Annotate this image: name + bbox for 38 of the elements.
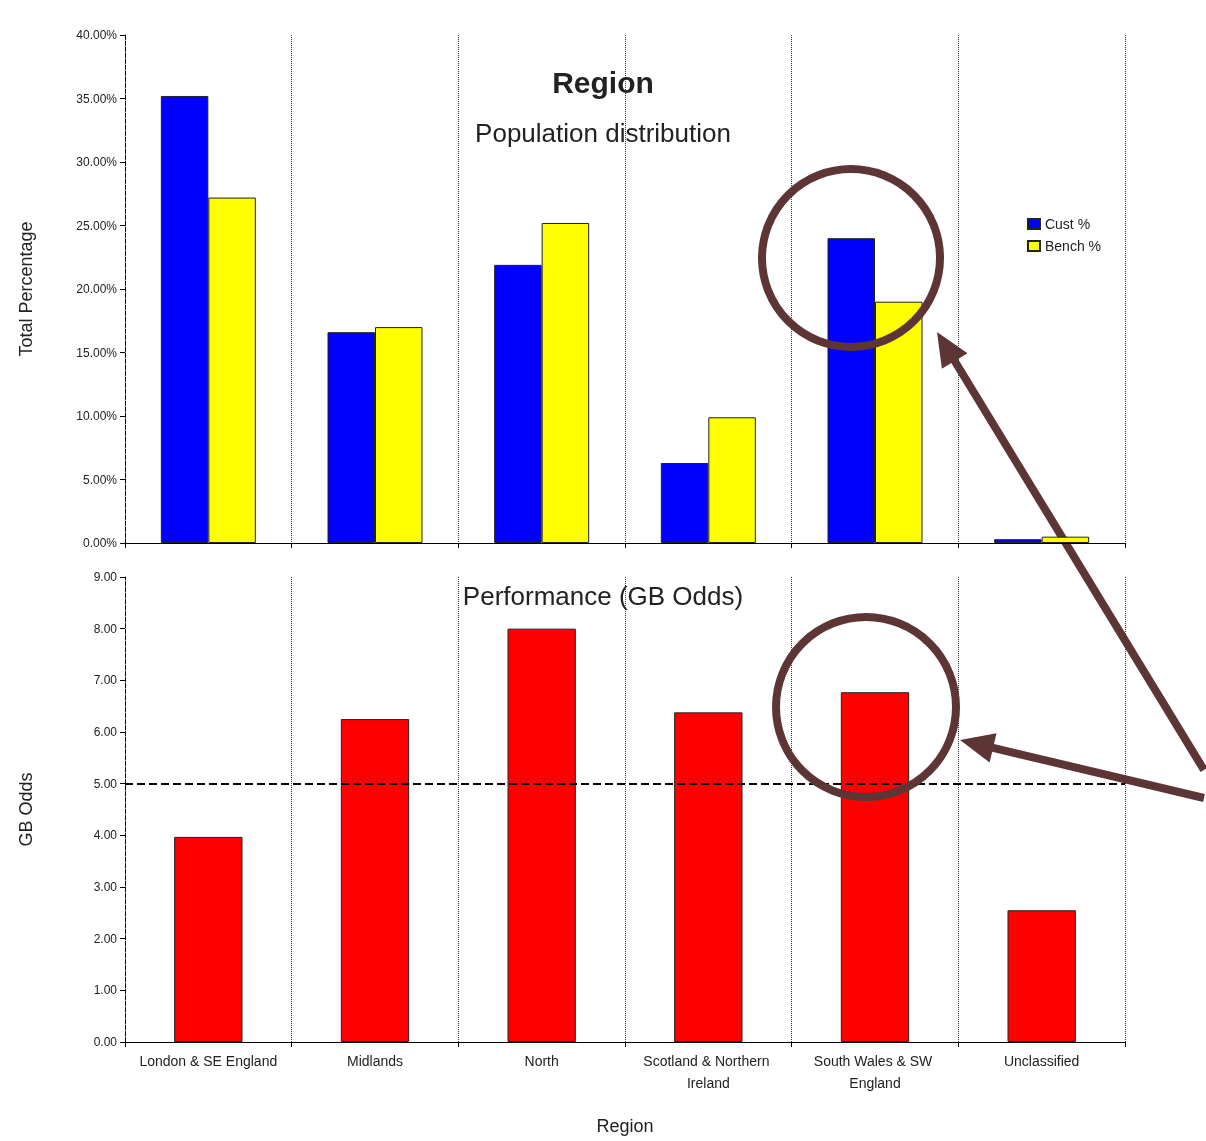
bar (674, 712, 743, 1042)
y-tick-label: 40.00% (76, 28, 118, 42)
bar (1007, 910, 1076, 1042)
x-axis-title: Region (596, 1116, 654, 1136)
y-tick-label: 35.00% (76, 91, 118, 106)
x-tick-label: South Wales & SW England (813, 1053, 937, 1091)
legend-label: Bench % (1044, 238, 1102, 254)
y-tick-label: 4.00 (93, 828, 118, 843)
y-tick-label: 5.00 (93, 776, 118, 791)
x-tick-label: North (524, 1053, 559, 1069)
text: Population distribution (475, 118, 731, 148)
x-tick-label: Scotland & Northern Ireland (643, 1053, 774, 1091)
y-tick-label: 9.00 (93, 570, 118, 584)
y-tick-label: 25.00% (76, 218, 118, 233)
x-tick-label: Unclassified (1003, 1053, 1080, 1069)
y-tick-label: 3.00 (93, 880, 118, 894)
x-tick-label: Midlands (346, 1053, 404, 1069)
chart-title: Performance (GB Odds) (462, 581, 744, 611)
y-tick-label: 1.00 (93, 983, 118, 998)
bar (507, 628, 576, 1042)
y-tick-label: 0.00% (82, 536, 118, 550)
y-axis-title: Total Percentage (16, 221, 36, 357)
y-tick-label: 20.00% (76, 282, 118, 296)
y-axis-title: GB Odds (16, 772, 36, 847)
y-tick-label: 10.00% (76, 409, 118, 423)
text: Region (552, 65, 654, 99)
y-tick-label: 2.00 (93, 931, 118, 946)
y-tick-label: 8.00 (93, 621, 118, 636)
bar (340, 719, 410, 1042)
y-tick-label: 6.00 (93, 725, 118, 739)
y-tick-label: 0.00 (93, 1035, 118, 1049)
y-tick-label: 15.00% (76, 345, 118, 360)
y-tick-label: 5.00% (82, 472, 118, 487)
bar (174, 836, 243, 1042)
legend-label: Cust % (1044, 216, 1091, 232)
y-tick-label: 7.00 (93, 673, 118, 688)
x-tick-label: London & SE England (139, 1053, 278, 1069)
y-tick-label: 30.00% (76, 155, 118, 169)
